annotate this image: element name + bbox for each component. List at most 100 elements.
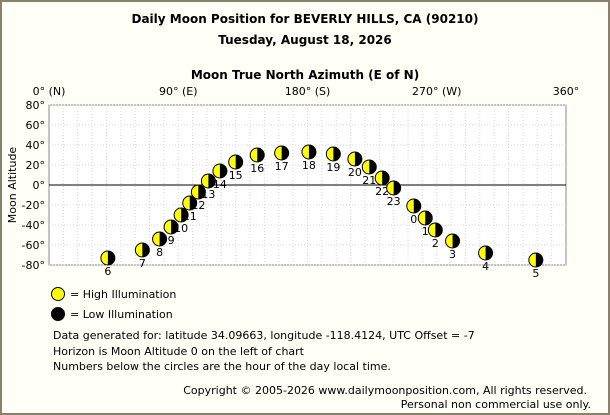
hour-label: 15: [229, 169, 243, 182]
chart-title: Daily Moon Position for BEVERLY HILLS, C…: [131, 12, 479, 26]
license-text: Personal non commercial use only.: [400, 398, 591, 411]
hour-label: 10: [174, 222, 188, 235]
moon-marker-hour-0: [406, 198, 422, 214]
hour-label: 9: [168, 234, 175, 247]
hour-label: 2: [432, 237, 439, 250]
legend-low-swatch: [51, 307, 65, 321]
y-tick-label: 80°: [26, 99, 46, 112]
y-tick-label: -20°: [22, 199, 45, 212]
hour-label: 3: [449, 248, 456, 261]
y-tick-label: -40°: [22, 219, 45, 232]
hour-label: 8: [156, 246, 163, 259]
moon-dark-side: [382, 171, 390, 185]
moon-marker-hour-23: [386, 180, 402, 196]
moon-marker-hour-14: [212, 163, 228, 179]
moon-dark-side: [159, 232, 167, 246]
hour-label: 16: [250, 162, 264, 175]
legend-low-label: = Low Illumination: [70, 308, 173, 321]
horizon-note: Horizon is Moon Altitude 0 on the left o…: [53, 345, 304, 358]
moon-dark-side: [369, 160, 377, 174]
hour-label: 0: [410, 213, 417, 226]
moon-dark-side: [413, 199, 421, 213]
hour-label: 7: [139, 257, 146, 270]
moon-dark-side: [354, 152, 362, 166]
hour-label: 11: [183, 210, 197, 223]
moon-dark-side: [333, 147, 341, 161]
moon-dark-side: [535, 253, 543, 267]
moon-dark-side: [485, 246, 493, 260]
moon-marker-hour-5: [528, 252, 544, 268]
moon-dark-side: [257, 148, 265, 162]
x-tick-label: 360°: [553, 85, 580, 98]
moon-dark-side: [219, 164, 227, 178]
moon-dark-side: [171, 220, 179, 234]
chart-date: Tuesday, August 18, 2026: [218, 33, 392, 47]
hour-label: 13: [201, 188, 215, 201]
x-axis-title: Moon True North Azimuth (E of N): [190, 68, 420, 82]
moon-dark-side: [181, 208, 189, 222]
moon-dark-side: [107, 251, 115, 265]
moon-marker-hour-10: [173, 207, 189, 223]
moon-dark-side: [281, 146, 289, 160]
moon-marker-hour-19: [325, 146, 341, 162]
moon-dark-side: [142, 243, 150, 257]
moon-marker-hour-21: [361, 159, 377, 175]
moon-marker-hour-1: [417, 210, 433, 226]
hour-label: 22: [375, 185, 389, 198]
hour-label: 1: [422, 225, 429, 238]
x-tick-label: 0° (N): [33, 85, 66, 98]
moon-marker-hour-15: [228, 154, 244, 170]
location-info: Data generated for: latitude 34.09663, l…: [53, 329, 475, 342]
x-tick-label: 180° (S): [285, 85, 331, 98]
y-tick-label: -80°: [22, 259, 45, 272]
moon-marker-hour-13: [200, 173, 216, 189]
moon-marker-hour-16: [249, 147, 265, 163]
hour-label: 5: [532, 267, 539, 280]
y-tick-label: 40°: [26, 139, 46, 152]
moon-marker-hour-20: [347, 151, 363, 167]
moon-dark-side: [425, 211, 433, 225]
moon-dark-side: [189, 196, 197, 210]
moon-marker-hour-9: [163, 219, 179, 235]
moon-marker-hour-2: [427, 222, 443, 238]
moon-marker-hour-8: [152, 231, 168, 247]
hour-label: 19: [326, 161, 340, 174]
hour-label: 12: [191, 199, 205, 212]
x-tick-label: 270° (W): [412, 85, 461, 98]
moon-marker-hour-22: [374, 170, 390, 186]
hour-label: 21: [362, 174, 376, 187]
moon-marker-hour-11: [182, 195, 198, 211]
hour-label: 18: [302, 159, 316, 172]
y-axis-title: Moon Altitude: [6, 147, 19, 224]
moon-marker-hour-7: [134, 242, 150, 258]
moon-marker-hour-12: [190, 184, 206, 200]
legend-high-label: = High Illumination: [70, 288, 177, 301]
moon-dark-side: [452, 234, 460, 249]
copyright-text: Copyright © 2005-2026 www.dailymoonposit…: [183, 384, 587, 397]
y-tick-label: 0°: [33, 179, 46, 192]
moon-dark-side: [235, 155, 243, 169]
y-tick-label: 20°: [26, 159, 46, 172]
hour-label: 4: [482, 260, 489, 273]
moon-marker-hour-6: [100, 250, 116, 266]
moon-dark-side: [393, 181, 401, 195]
hour-label: 14: [213, 178, 227, 191]
moon-dark-side: [208, 174, 216, 188]
moon-dark-side: [308, 145, 316, 159]
moon-marker-hour-4: [478, 245, 494, 261]
y-tick-label: 60°: [26, 119, 46, 132]
legend-high-swatch: [51, 287, 65, 301]
moon-marker-hour-3: [445, 233, 461, 249]
y-tick-label: -60°: [22, 239, 45, 252]
x-tick-label: 90° (E): [159, 85, 198, 98]
hour-label: 6: [104, 265, 111, 278]
moon-marker-hour-18: [301, 144, 317, 160]
moon-marker-hour-17: [274, 145, 290, 161]
hour-label: 17: [275, 160, 289, 173]
moon-dark-side: [198, 185, 206, 199]
hour-label: 23: [387, 195, 401, 208]
moon-dark-side: [435, 223, 443, 237]
hour-note: Numbers below the circles are the hour o…: [53, 360, 391, 373]
